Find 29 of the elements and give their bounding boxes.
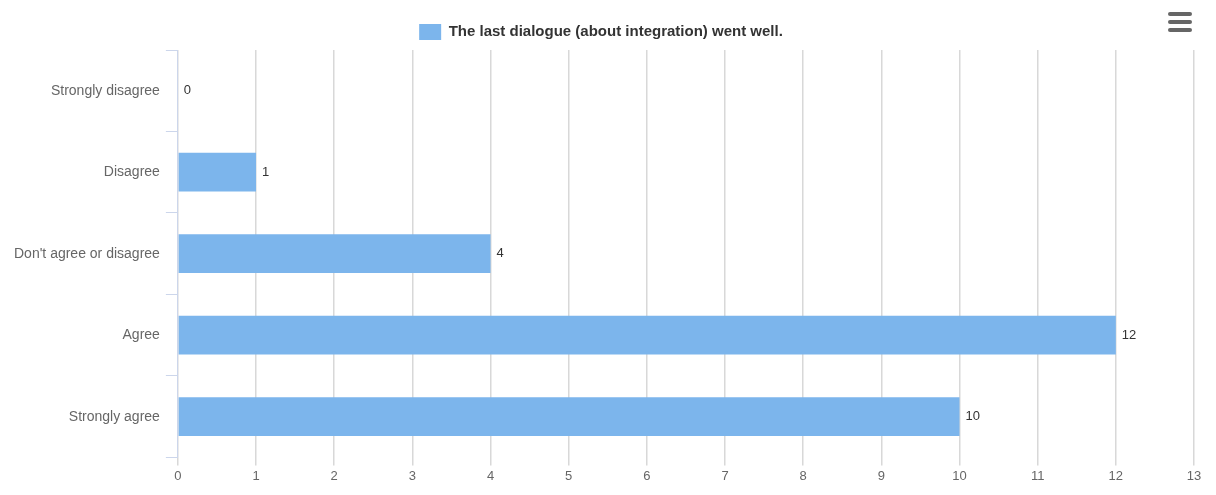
- y-tick-label: Don't agree or disagree: [14, 244, 161, 261]
- x-tick-label: 1: [252, 467, 260, 483]
- x-tick-label: 4: [486, 467, 495, 483]
- x-tick-label: 5: [565, 467, 573, 483]
- data-label: 0: [183, 82, 192, 98]
- x-tick-label: 3: [408, 467, 416, 483]
- bar: [178, 234, 491, 274]
- y-tick-label: Strongly disagree: [50, 81, 161, 98]
- x-tick-label: 11: [1030, 467, 1045, 483]
- x-tick-label: 2: [330, 467, 338, 483]
- data-label: 4: [496, 245, 504, 261]
- data-label: 1: [262, 163, 270, 179]
- legend-label: The last dialogue (about integration) went well.: [448, 22, 783, 40]
- y-tick-label: Strongly agree: [68, 407, 161, 424]
- y-tick-label: Disagree: [103, 163, 161, 180]
- bar: [178, 397, 960, 437]
- x-tick-label: 13: [1186, 467, 1202, 483]
- bar: [178, 152, 257, 192]
- x-tick-label: 0: [174, 467, 182, 483]
- x-tick-label: 10: [952, 467, 967, 483]
- x-tick-label: 8: [799, 467, 807, 483]
- data-label: 10: [965, 408, 980, 424]
- data-label: 12: [1121, 326, 1137, 342]
- x-tick-label: 12: [1108, 467, 1124, 483]
- x-tick-label: 7: [721, 467, 729, 483]
- bar: [178, 315, 1116, 355]
- y-tick-label: Agree: [122, 326, 161, 343]
- x-tick-label: 6: [643, 467, 651, 483]
- x-tick-label: 9: [877, 467, 885, 483]
